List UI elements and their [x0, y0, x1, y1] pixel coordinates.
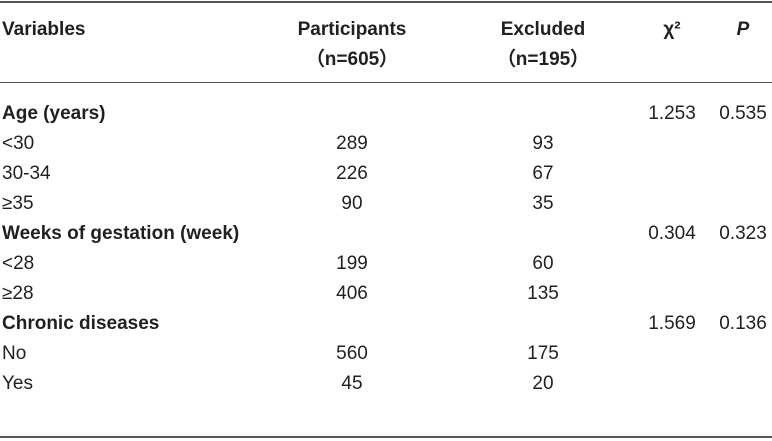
cell-value: 1.569	[648, 313, 696, 334]
row-label: ≥28	[2, 283, 34, 304]
header-cell: （n=605）	[305, 49, 399, 70]
cell-value: 93	[532, 133, 554, 154]
row-label: <28	[2, 253, 35, 274]
row-label: <30	[2, 133, 35, 154]
cell-value: 226	[336, 163, 368, 184]
cell-value: 0.323	[719, 223, 767, 244]
row-label: Weeks of gestation (week)	[2, 223, 240, 244]
cell-value: 0.535	[719, 103, 767, 124]
row-label: 30-34	[2, 163, 51, 184]
cell-value: 135	[527, 283, 559, 304]
cell-value: 175	[527, 343, 559, 364]
cell-value: 20	[532, 373, 554, 394]
header-cell: Participants	[297, 19, 407, 40]
cell-value: 90	[341, 193, 363, 214]
cell-value: 199	[336, 253, 368, 274]
cell-value: 35	[532, 193, 554, 214]
cell-value: 560	[336, 343, 368, 364]
header-cell: χ²	[663, 19, 681, 40]
cell-value: 0.304	[648, 223, 696, 244]
cell-value: 60	[532, 253, 554, 274]
row-label: ≥35	[2, 193, 34, 214]
cell-value: 1.253	[648, 103, 696, 124]
header-cell: P	[736, 19, 750, 40]
cell-value: 289	[336, 133, 368, 154]
cell-value: 0.136	[719, 313, 767, 334]
top-rule	[0, 1, 772, 3]
cell-value: 67	[532, 163, 554, 184]
row-label: Yes	[2, 373, 33, 394]
header-rule	[0, 82, 772, 83]
cell-value: 45	[341, 373, 363, 394]
bottom-rule	[0, 436, 772, 438]
row-label: No	[2, 343, 27, 364]
header-cell: （n=195）	[496, 49, 590, 70]
header-cell: Excluded	[500, 19, 586, 40]
row-label: Chronic diseases	[2, 313, 160, 334]
header-cell: Variables	[2, 19, 86, 40]
row-label: Age (years)	[2, 103, 106, 124]
cell-value: 406	[336, 283, 368, 304]
